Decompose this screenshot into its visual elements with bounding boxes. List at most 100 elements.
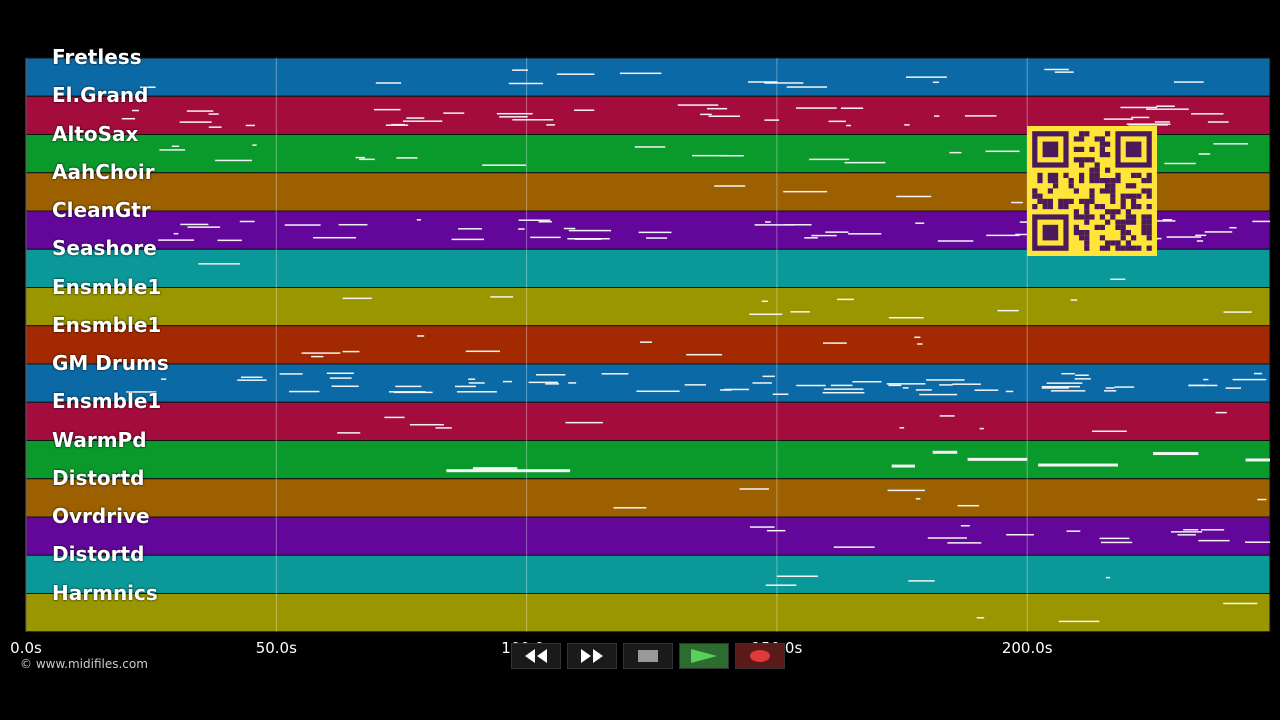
note	[301, 352, 341, 354]
note	[638, 231, 672, 234]
note	[908, 580, 935, 582]
track-lane[interactable]	[25, 440, 1271, 480]
note	[937, 240, 974, 242]
stop-button[interactable]	[623, 643, 673, 669]
note	[917, 343, 923, 345]
note	[1066, 530, 1081, 532]
note	[1041, 385, 1080, 388]
track-name-label: AltoSax	[52, 121, 139, 146]
note	[684, 384, 706, 386]
note	[173, 232, 179, 235]
note	[289, 390, 320, 393]
track-name-label: GM Drums	[52, 351, 169, 375]
note	[927, 537, 967, 539]
track-name-label: CleanGtr	[52, 198, 151, 222]
note	[796, 384, 826, 387]
note	[512, 119, 554, 121]
track-lane[interactable]	[25, 287, 1271, 327]
note	[512, 69, 529, 71]
track-lane[interactable]	[25, 363, 1271, 403]
note	[402, 120, 443, 122]
note	[198, 263, 241, 265]
time-tick-label: 50.0s	[255, 639, 297, 657]
note	[208, 126, 222, 128]
note	[556, 73, 595, 75]
rewind-button[interactable]	[511, 643, 561, 669]
note	[749, 526, 775, 528]
note	[455, 385, 476, 388]
note	[373, 108, 401, 111]
note	[640, 341, 653, 343]
note	[1177, 534, 1196, 536]
track-lane[interactable]	[25, 325, 1271, 365]
fast-forward-button[interactable]	[567, 643, 617, 669]
note	[435, 427, 452, 429]
note	[1103, 118, 1134, 120]
note	[239, 220, 255, 223]
track-lane[interactable]	[25, 57, 1271, 97]
note	[764, 119, 780, 121]
time-tick-label: 0.0s	[10, 639, 42, 657]
note	[706, 107, 728, 110]
note	[1223, 602, 1258, 605]
note	[714, 185, 746, 187]
note	[496, 112, 533, 115]
note	[1229, 226, 1237, 229]
note	[914, 336, 921, 339]
track-lane[interactable]	[25, 554, 1271, 594]
note	[947, 542, 982, 544]
note	[1232, 378, 1267, 381]
note	[359, 158, 375, 161]
track-name-label: Distortd	[52, 542, 145, 567]
track-name-label: Ovrdrive	[52, 504, 150, 528]
note	[329, 377, 352, 379]
track-lane[interactable]	[25, 593, 1271, 633]
note	[1046, 382, 1083, 384]
track-lane[interactable]	[25, 401, 1271, 441]
note	[508, 82, 544, 85]
note	[752, 382, 772, 384]
track-name-label: Ensmble1	[52, 312, 162, 337]
track-lane[interactable]	[25, 516, 1271, 556]
note	[1164, 162, 1196, 165]
note	[391, 123, 405, 126]
note	[840, 107, 864, 109]
note	[279, 373, 303, 375]
note	[1131, 116, 1150, 119]
note	[739, 488, 769, 490]
note	[538, 221, 552, 223]
play-button[interactable]	[679, 643, 729, 669]
record-button[interactable]	[735, 643, 785, 669]
note	[830, 384, 853, 387]
note	[284, 224, 321, 226]
track-name-label: WarmPd	[52, 427, 147, 452]
note	[215, 159, 253, 162]
track-lane[interactable]	[25, 478, 1271, 518]
note	[926, 379, 965, 381]
note	[1156, 105, 1175, 107]
track-name-label: Distortd	[52, 465, 145, 490]
note	[823, 388, 864, 390]
note	[1075, 374, 1089, 376]
note	[795, 107, 837, 109]
note	[1061, 372, 1075, 375]
note	[708, 115, 741, 117]
note	[1203, 378, 1209, 381]
note	[395, 385, 422, 388]
note	[313, 236, 357, 239]
note	[1114, 386, 1135, 388]
note	[964, 115, 997, 117]
note-marks	[159, 143, 1249, 166]
note	[686, 353, 723, 356]
note-marks	[749, 525, 1270, 548]
note	[465, 350, 500, 353]
note	[1207, 121, 1229, 123]
note	[171, 145, 180, 148]
note	[1225, 387, 1242, 389]
note	[997, 309, 1019, 312]
note	[1105, 576, 1111, 579]
note	[949, 151, 962, 154]
note	[986, 234, 1020, 237]
